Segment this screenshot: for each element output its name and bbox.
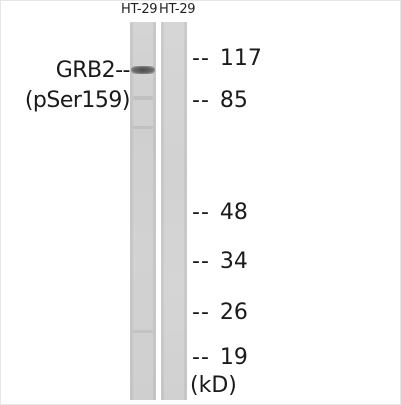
marker-dash: -- bbox=[192, 345, 210, 370]
protein-band bbox=[131, 66, 155, 74]
marker-dash: -- bbox=[192, 200, 210, 225]
marker-value: 26 bbox=[219, 300, 248, 325]
marker-value: 117 bbox=[219, 46, 262, 71]
marker-value: 48 bbox=[219, 200, 248, 225]
faint-band bbox=[133, 96, 153, 100]
marker-dash: -- bbox=[192, 46, 210, 71]
marker-dash: -- bbox=[192, 300, 210, 325]
marker-117: -- 117 bbox=[192, 46, 262, 71]
lane-label-1: HT-29 bbox=[121, 2, 158, 17]
blot-lane-2 bbox=[161, 22, 187, 400]
marker-value: 85 bbox=[219, 88, 248, 113]
blot-lane-1 bbox=[130, 22, 156, 400]
marker-dash: -- bbox=[192, 249, 210, 274]
marker-85: -- 85 bbox=[192, 88, 248, 113]
unit-label: (kD) bbox=[190, 373, 237, 398]
marker-19: -- 19 bbox=[192, 345, 248, 370]
marker-34: -- 34 bbox=[192, 249, 248, 274]
faint-band bbox=[133, 330, 153, 333]
marker-value: 19 bbox=[219, 345, 248, 370]
lane-label-2: HT-29 bbox=[159, 2, 196, 17]
marker-dash: -- bbox=[192, 88, 210, 113]
protein-modification-label: (pSer159) bbox=[24, 88, 131, 113]
marker-26: -- 26 bbox=[192, 300, 248, 325]
marker-value: 34 bbox=[219, 249, 248, 274]
protein-name-label: GRB2-- bbox=[55, 58, 131, 83]
faint-band bbox=[133, 126, 153, 129]
marker-48: -- 48 bbox=[192, 200, 248, 225]
